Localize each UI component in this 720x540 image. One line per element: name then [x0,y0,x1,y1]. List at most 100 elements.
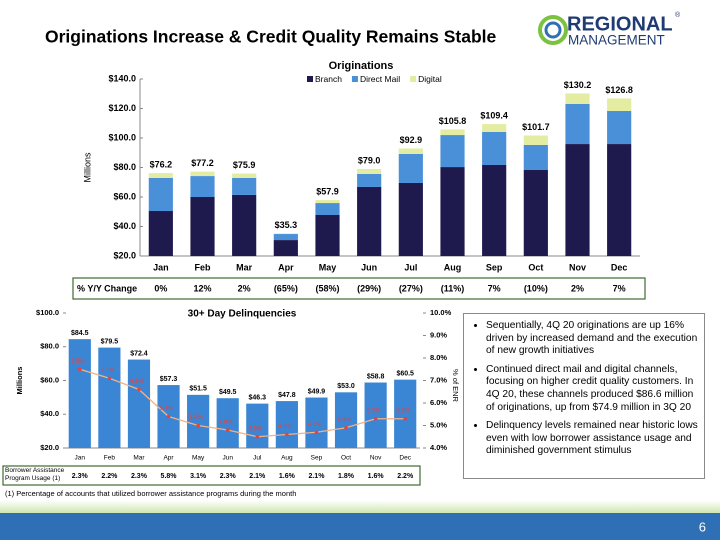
row-value: 2.2% [397,473,414,480]
row-value: 2.2% [101,473,118,480]
bar-segment [607,144,632,256]
bar-segment [315,203,340,215]
x-tick-label: Feb [194,262,211,272]
value-label: $47.8 [278,392,296,399]
x-tick-label: Jan [153,262,169,272]
row-label: % Y/Y Change [77,283,137,293]
total-label: $75.9 [233,160,256,170]
bar-segment [607,98,632,112]
marker [137,387,141,392]
bar-segment [315,214,340,256]
value-label: $46.3 [249,394,267,401]
row-value: 1.6% [368,473,385,480]
bar-segment [232,173,257,178]
bar-segment [440,167,465,256]
value-label: $72.4 [130,350,148,357]
total-label: $57.9 [316,186,339,196]
marker [107,376,112,381]
bar [68,339,91,448]
bar-segment [232,177,257,195]
row-value: 2% [238,283,251,293]
x-tick-label: Jun [361,262,377,272]
value-label: $79.5 [101,338,119,345]
legend-label: Branch [315,74,342,84]
footer-band [0,513,720,540]
value-label: 5.4% [160,406,174,412]
value-label: $84.5 [71,330,89,337]
legend-swatch [410,76,417,82]
bar [334,392,358,448]
bar-segment [148,173,173,178]
row-value: 2% [571,283,584,293]
marker [225,428,230,432]
row-value: 5.8% [161,473,178,480]
value-label: 5.0% [189,415,203,421]
bar-segment [190,171,215,177]
tick-label: 5.0% [430,420,447,429]
legend-label: Direct Mail [360,74,400,84]
x-tick-label: Mar [133,455,145,462]
tick-label: 9.0% [430,330,447,339]
x-tick-label: Oct [341,455,351,462]
bar-segment [357,168,382,174]
bullet: Sequentially, 4Q 20 originations are up … [486,320,698,358]
marker [314,430,319,435]
total-label: $126.8 [605,85,633,95]
logo-text: REGIONAL [567,13,673,35]
bar-segment [232,194,257,256]
total-label: $79.0 [358,155,381,165]
row-value: 1.8% [338,473,355,480]
bar-segment [190,176,215,197]
bar-segment [357,173,382,187]
total-label: $76.2 [150,159,173,169]
x-tick-label: Aug [444,262,462,272]
x-tick-label: Apr [278,262,294,272]
x-tick-label: May [192,455,205,462]
value-label: 4.7% [308,422,322,428]
value-label: $51.5 [189,386,207,393]
x-tick-label: Dec [611,262,628,272]
marker [255,434,260,439]
tick-label: 7.0% [430,375,447,384]
value-label: 4.8% [219,420,233,426]
bar-segment [440,135,465,168]
x-tick-label: Jul [253,455,262,462]
value-label: $53.0 [337,383,355,390]
value-label: 7.5% [71,359,85,365]
x-tick-label: Feb [104,455,116,462]
tick-label: $100.0 [36,308,59,317]
row-value: 2.1% [308,473,325,480]
bar [216,398,239,448]
axis-label: % of ENR [451,369,460,403]
logo-mark: ® [675,11,681,19]
row-value: (29%) [357,283,381,293]
x-tick-label: Aug [281,455,293,462]
row-value: 7% [488,283,501,293]
bullet-box: Sequentially, 4Q 20 originations are up … [463,313,705,479]
marker [77,367,82,372]
row-value: (65%) [274,283,298,293]
bar-segment [523,144,548,171]
tick-label: 10.0% [430,308,452,317]
bar-segment [357,186,382,256]
row-value: 2.3% [220,473,237,480]
bar [98,347,121,448]
value-label: 6.6% [130,379,144,385]
tick-label: $80.0 [113,162,136,172]
footnote: (1) Percentage of accounts that utilized… [5,489,296,498]
total-label: $77.2 [191,158,214,168]
x-tick-label: Jan [75,455,86,462]
legend-label: Digital [418,74,442,84]
tick-label: 6.0% [430,398,447,407]
x-tick-label: Oct [528,262,543,272]
bar [127,359,151,448]
bar-segment [565,144,590,256]
tick-label: $20.0 [113,250,136,260]
row-value: (11%) [441,283,465,293]
bar-segment [440,129,465,136]
total-label: $35.3 [275,220,298,230]
x-tick-label: Sep [486,262,503,272]
tick-label: $40.0 [40,409,59,418]
bullet: Continued direct mail and digital channe… [486,364,698,414]
